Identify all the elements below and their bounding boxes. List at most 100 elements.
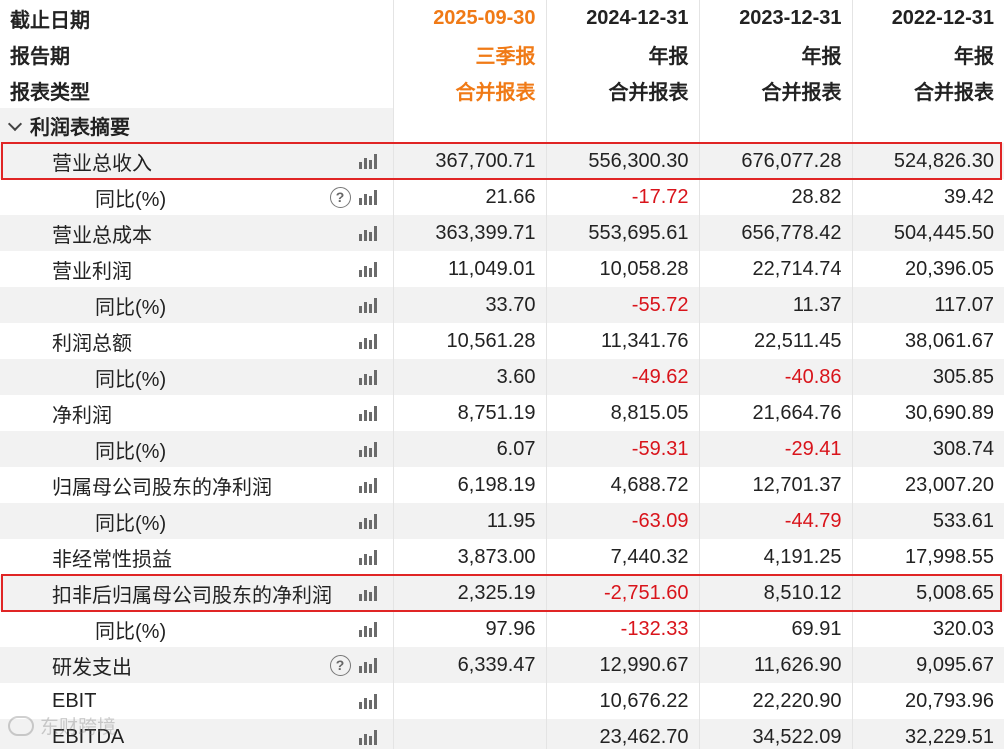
value-cell: -49.62	[545, 359, 699, 395]
bar-chart-icon[interactable]	[358, 585, 379, 601]
help-circle-icon[interactable]: ?	[329, 654, 351, 676]
table-row: 利润总额 10,561.28 11,341.76 22,511.45 38,061.67	[0, 323, 1004, 359]
bar-chart-icon[interactable]	[358, 189, 379, 205]
row-label-text: 非经常性损益	[52, 548, 172, 571]
header-cell[interactable]: 合并报表	[698, 72, 852, 108]
header-label: 报告期	[0, 36, 393, 72]
value-cell: 11.37	[698, 287, 852, 323]
bar-chart-icon[interactable]	[358, 261, 379, 277]
bar-chart-icon[interactable]	[358, 477, 379, 493]
table-row: EBITDA 23,462.70 34,522.09 32,229.51	[0, 719, 1004, 749]
value-cell: 23,007.20	[851, 467, 1004, 503]
value-cell: -2,751.60	[545, 575, 699, 611]
value-cell: -29.41	[698, 431, 852, 467]
value-cell: 3.60	[392, 359, 546, 395]
row-label: 营业利润	[0, 251, 393, 287]
value-cell: 11,341.76	[545, 323, 699, 359]
value-cell: 11.95	[392, 503, 546, 539]
value-cell: -17.72	[545, 179, 699, 215]
value-cell: 34,522.09	[698, 719, 852, 749]
value-cell: -132.33	[545, 611, 699, 647]
header-cell[interactable]: 2024-12-31	[545, 0, 699, 36]
bar-chart-icon[interactable]	[358, 441, 379, 457]
value-cell: 308.74	[851, 431, 1004, 467]
table-row: 同比(%) 3.60 -49.62 -40.86 305.85	[0, 359, 1004, 395]
row-label: 净利润	[0, 395, 393, 431]
value-cell: 524,826.30	[851, 143, 1004, 179]
value-cell: 22,220.90	[698, 683, 852, 719]
row-label: 同比(%)	[0, 359, 393, 395]
value-cell: 320.03	[851, 611, 1004, 647]
row-label: 利润总额	[0, 323, 393, 359]
value-cell: 12,990.67	[545, 647, 699, 683]
value-cell: 32,229.51	[851, 719, 1004, 749]
bar-chart-icon[interactable]	[358, 333, 379, 349]
bar-chart-icon[interactable]	[358, 369, 379, 385]
row-label-cell: 营业利润	[0, 251, 393, 287]
bar-chart-icon[interactable]	[358, 405, 379, 421]
table-row: 净利润 8,751.19 8,815.05 21,664.76 30,690.89	[0, 395, 1004, 431]
help-circle-icon[interactable]: ?	[329, 186, 351, 208]
value-cell: 7,440.32	[545, 539, 699, 575]
bar-chart-icon[interactable]	[358, 153, 379, 169]
section-empty-cell	[851, 108, 1004, 143]
bar-chart-icon[interactable]	[358, 621, 379, 637]
value-cell: 533.61	[851, 503, 1004, 539]
value-cell: 97.96	[392, 611, 546, 647]
row-label-cell: EBITDA	[0, 719, 393, 749]
bar-chart-icon[interactable]	[358, 657, 379, 673]
bar-chart-icon[interactable]	[358, 693, 379, 709]
header-cell[interactable]: 年报	[851, 36, 1004, 72]
header-label: 截止日期	[0, 0, 393, 36]
value-cell: 17,998.55	[851, 539, 1004, 575]
row-label: 归属母公司股东的净利润	[0, 467, 393, 503]
row-label-cell: 同比(%)	[0, 359, 393, 395]
row-label-text: EBITDA	[52, 725, 125, 748]
bar-chart-icon[interactable]	[358, 225, 379, 241]
bar-chart-icon[interactable]	[358, 729, 379, 745]
row-label-text: 营业总收入	[52, 152, 152, 175]
row-label-cell: 同比(%)	[0, 503, 393, 539]
row-label-text: 同比(%)	[95, 440, 167, 463]
row-label-cell: 同比(%)?	[0, 179, 393, 215]
row-label-cell: 净利润	[0, 395, 393, 431]
row-label-text: 研发支出	[52, 656, 132, 679]
header-cell[interactable]: 2022-12-31	[851, 0, 1004, 36]
value-cell	[392, 683, 546, 719]
value-cell: -40.86	[698, 359, 852, 395]
value-cell: -55.72	[545, 287, 699, 323]
row-label-cell: 同比(%)	[0, 611, 393, 647]
table-row: 研发支出? 6,339.47 12,990.67 11,626.90 9,095.67	[0, 647, 1004, 683]
value-cell: 6.07	[392, 431, 546, 467]
header-cell[interactable]: 合并报表	[545, 72, 699, 108]
value-cell: 30,690.89	[851, 395, 1004, 431]
value-cell: 117.07	[851, 287, 1004, 323]
row-label: 扣非后归属母公司股东的净利润	[0, 575, 393, 611]
section-title-cell[interactable]: 利润表摘要	[0, 108, 393, 143]
value-cell: 305.85	[851, 359, 1004, 395]
row-label-text: 净利润	[52, 404, 112, 427]
table-row: 归属母公司股东的净利润 6,198.19 4,688.72 12,701.37 23,0…	[0, 467, 1004, 503]
row-label-cell: 研发支出?	[0, 647, 393, 683]
value-cell: 676,077.28	[698, 143, 852, 179]
section-header[interactable]: 利润表摘要	[0, 108, 1004, 143]
header-row: 报告期 三季报 年报 年报 年报	[0, 36, 1004, 72]
value-cell: 6,198.19	[392, 467, 546, 503]
bar-chart-icon[interactable]	[358, 513, 379, 529]
value-cell: 21.66	[392, 179, 546, 215]
section-empty-cell	[392, 108, 546, 143]
watermark-text: 东财跨境	[40, 717, 117, 738]
value-cell: 39.42	[851, 179, 1004, 215]
header-cell[interactable]: 合并报表	[851, 72, 1004, 108]
value-cell: 3,873.00	[392, 539, 546, 575]
bar-chart-icon[interactable]	[358, 549, 379, 565]
bar-chart-icon[interactable]	[358, 297, 379, 313]
header-cell[interactable]: 2023-12-31	[698, 0, 852, 36]
header-cell[interactable]: 年报	[545, 36, 699, 72]
row-label: 同比(%)	[0, 287, 393, 323]
table-row: 扣非后归属母公司股东的净利润 2,325.19 -2,751.60 8,510.12 5…	[0, 575, 1004, 611]
header-cell[interactable]: 年报	[698, 36, 852, 72]
row-label-cell: 归属母公司股东的净利润	[0, 467, 393, 503]
chevron-down-icon[interactable]	[7, 116, 23, 132]
